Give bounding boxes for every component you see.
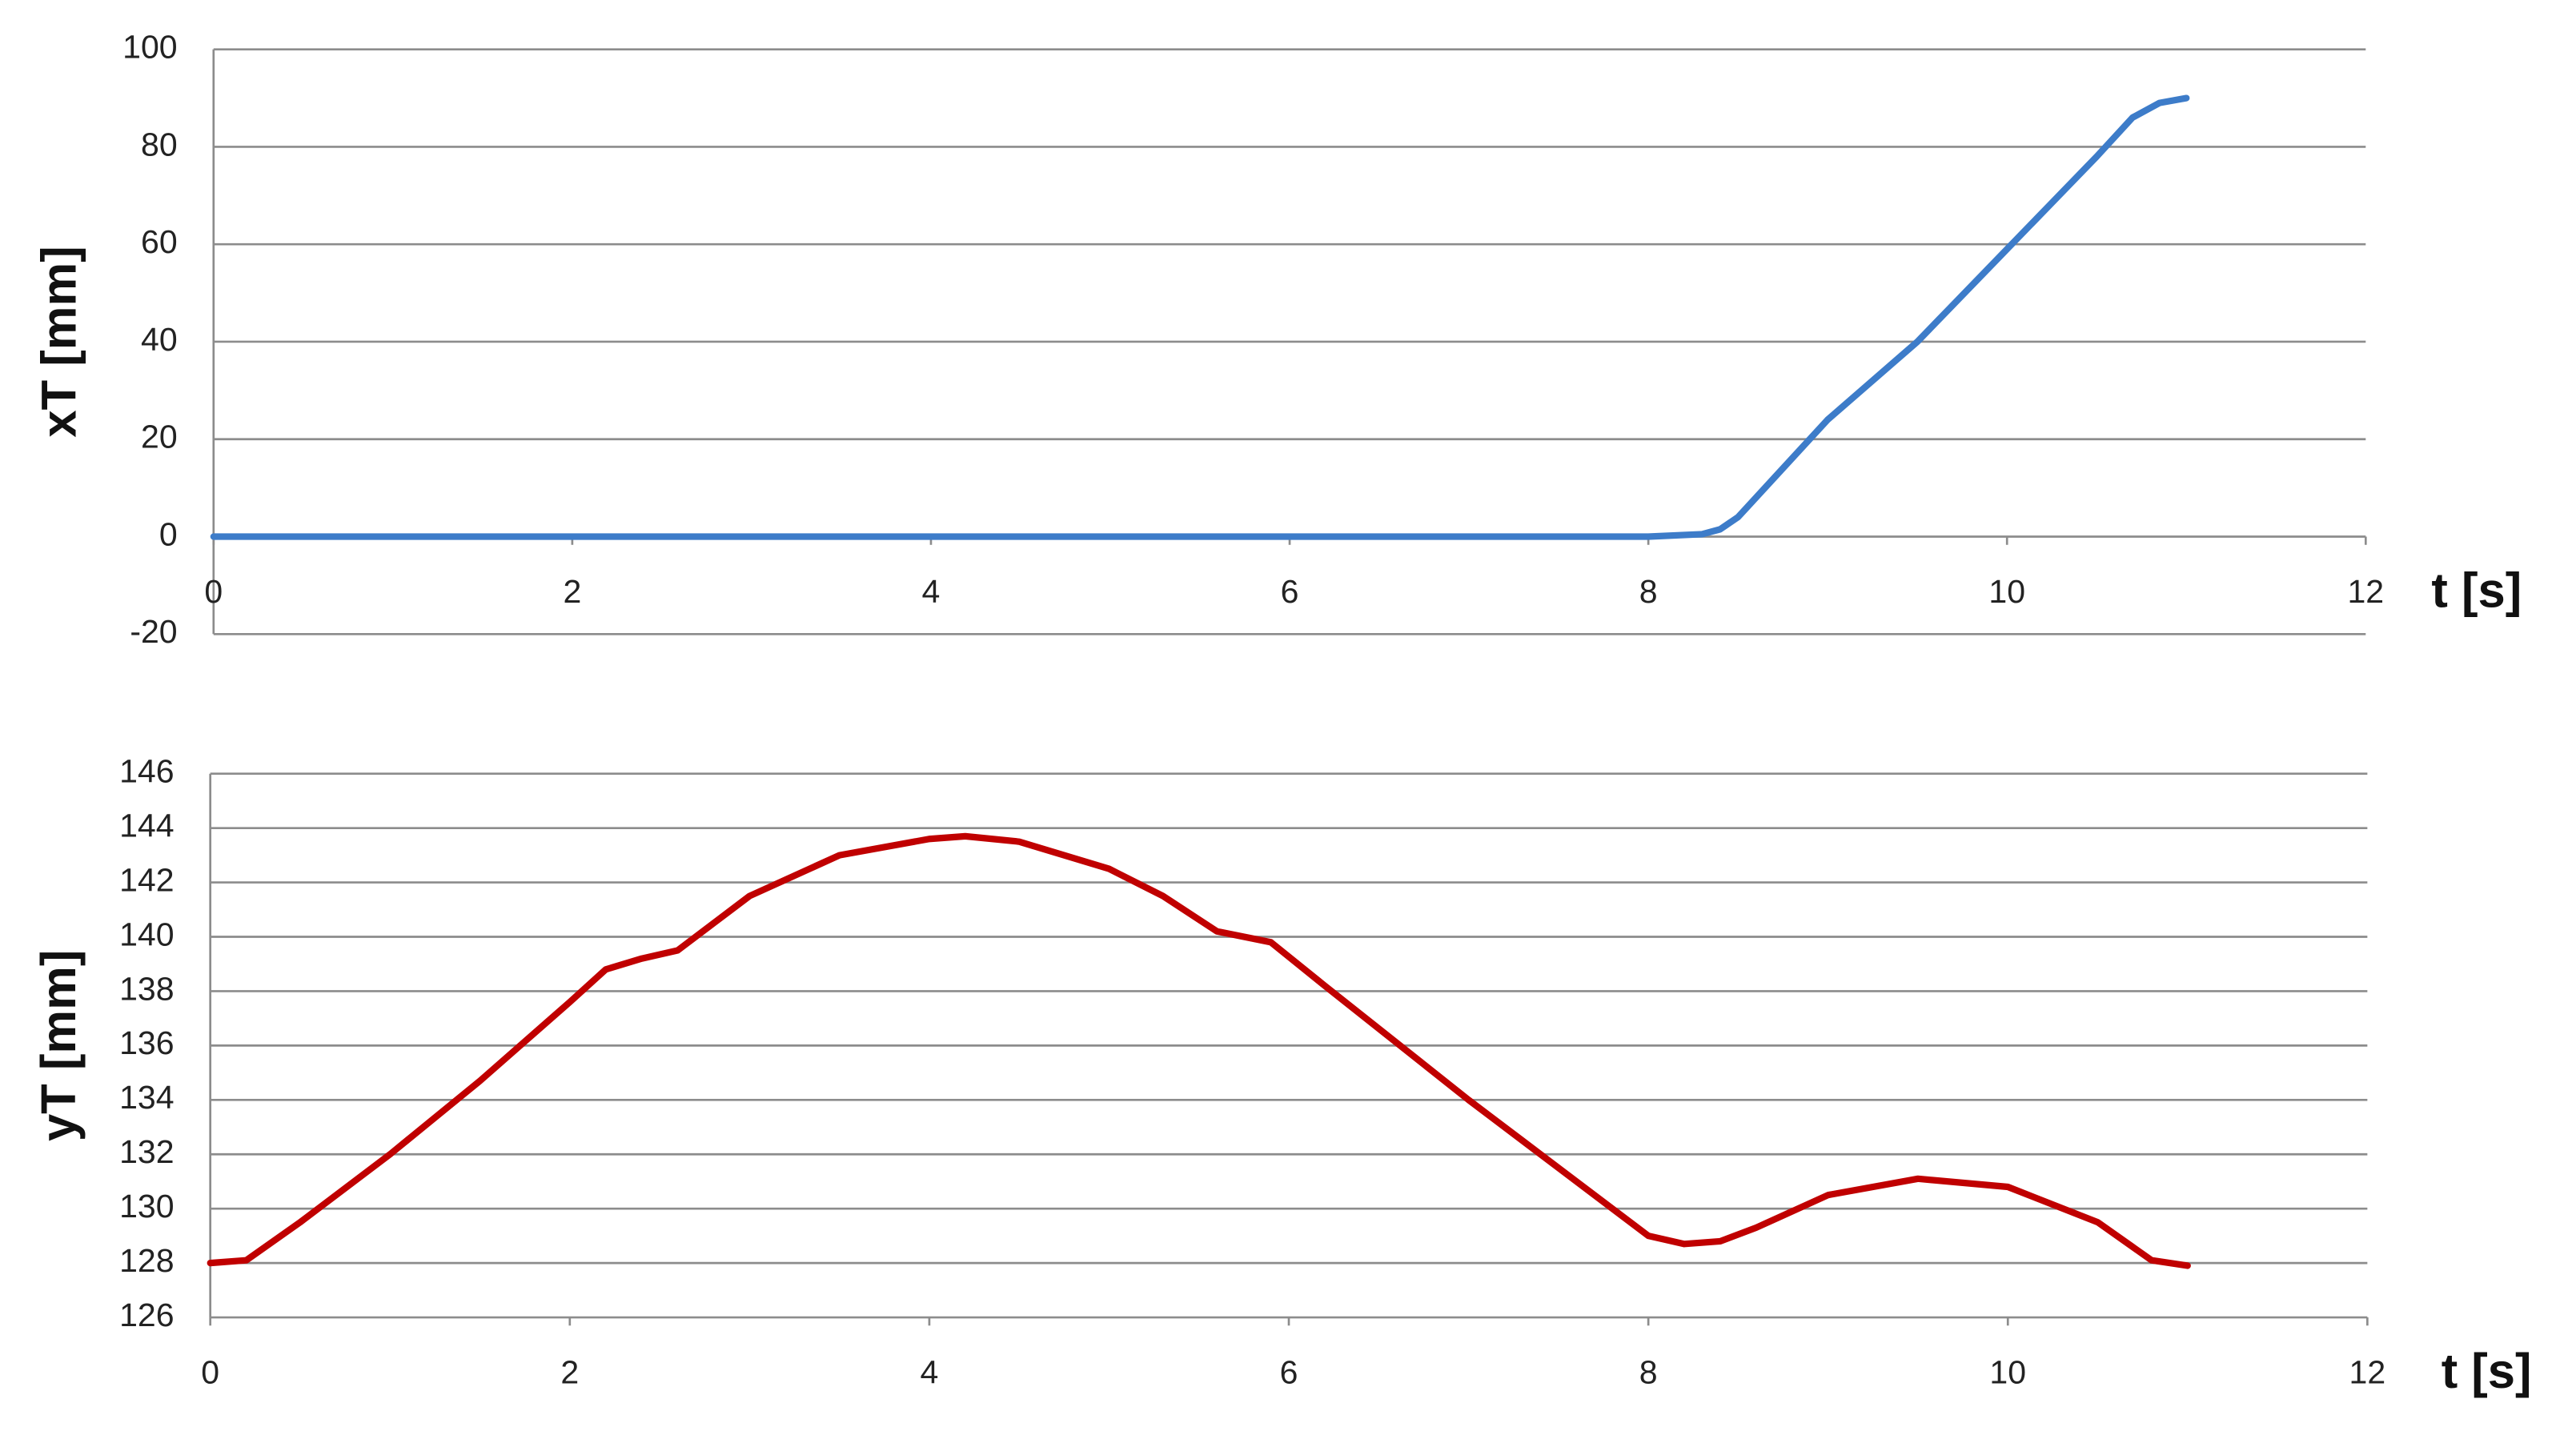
y-tick-label: 132	[119, 1133, 174, 1170]
x-tick-label: 4	[921, 1354, 939, 1391]
y-tick-label: 60	[141, 223, 178, 260]
y-tick-label: 142	[119, 861, 174, 898]
x-tick-label: 0	[201, 1354, 219, 1391]
x-axis-label: t [s]	[2442, 1344, 2532, 1399]
y-tick-label: 40	[141, 321, 178, 358]
x-tick-label: 0	[204, 573, 223, 610]
y-tick-label: 144	[119, 808, 174, 844]
y-axis-label: yT [mm]	[31, 950, 86, 1141]
y-tick-label: 128	[119, 1242, 174, 1279]
y-tick-label: 100	[122, 29, 177, 66]
x-tick-label: 6	[1281, 573, 1299, 610]
y-tick-label: 134	[119, 1079, 174, 1116]
x-tick-label: 4	[922, 573, 941, 610]
y-tick-label: 80	[141, 126, 178, 162]
y-tick-label: 138	[119, 970, 174, 1007]
x-tick-label: 2	[563, 573, 581, 610]
y-tick-label: 20	[141, 419, 178, 455]
y-tick-label: 140	[119, 916, 174, 952]
x-tick-label: 6	[1280, 1354, 1298, 1391]
x-axis-label: t [s]	[2431, 563, 2522, 619]
x-tick-label: 8	[1639, 1354, 1658, 1391]
data-line	[210, 94, 2190, 540]
x-tick-label: 2	[560, 1354, 579, 1391]
y-axis-label: xT [mm]	[31, 246, 86, 437]
y-tick-label: 0	[159, 515, 178, 552]
x-tick-label: 10	[1988, 573, 2025, 610]
y-tick-label: 130	[119, 1188, 174, 1225]
y-tick-label: 126	[119, 1297, 174, 1333]
x-tick-label: 12	[2347, 573, 2384, 610]
data-line	[207, 832, 2191, 1269]
x-tick-label: 8	[1639, 573, 1658, 610]
y-tick-label: 136	[119, 1024, 174, 1061]
y-tick-label: -20	[130, 613, 177, 650]
y-tick-label: 146	[119, 753, 174, 790]
x-tick-label: 10	[1989, 1354, 2026, 1391]
x-tick-label: 12	[2349, 1354, 2386, 1391]
